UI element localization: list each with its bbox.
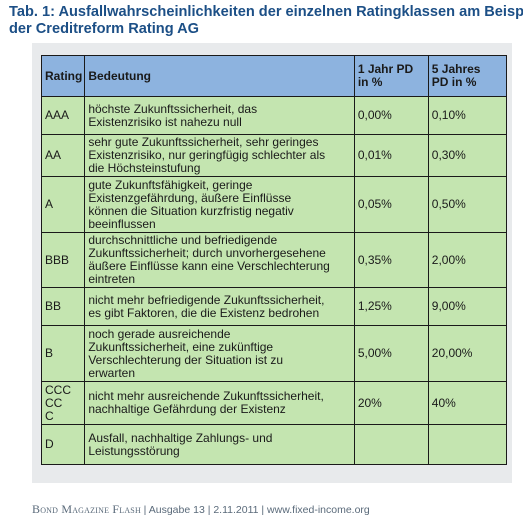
bedeutung-line: nicht mehr ausreichende Zukunftssicherhe… [88, 389, 324, 403]
pd5-cell: 0,10% [427, 96, 508, 135]
bedeutung-line: es gibt Faktoren, die die Existenz bedro… [88, 305, 320, 320]
bedeutung-line: beeinflussen [88, 216, 156, 231]
bedeutung-line: die Höchsteinstufung [88, 161, 201, 175]
bedeutung-line: höchste Zukunftssicherheit, das [88, 101, 258, 116]
pd1-cell: 20% [353, 381, 429, 425]
table-row: AAA höchste Zukunftssicherheit, das Exis… [40, 96, 508, 135]
bedeutung-line: erwarten [88, 365, 136, 380]
bedeutung-line: Ausfall, nachhaltige Zahlungs- und [88, 430, 273, 445]
bedeutung-cell: höchste Zukunftssicherheit, das Existenz… [84, 96, 355, 135]
title-line-1: Tab. 1: Ausfallwahrscheinlichkeiten der … [9, 4, 523, 20]
table-row: BB nicht mehr befriedigende Zukunftssich… [40, 287, 508, 326]
bedeutung-line: sehr gute Zukunftssicherheit, sehr gerin… [88, 135, 319, 149]
pd5-cell: 0,50% [427, 176, 508, 233]
header-1-jahr-pd-line-2: in % [357, 75, 383, 89]
bedeutung-line: Zukunftssicherheit, eine zukünftige [88, 339, 274, 354]
bedeutung-cell: nicht mehr ausreichende Zukunftssicherhe… [84, 381, 355, 425]
bedeutung-line: durchschnittliche und befriedigende [88, 233, 278, 247]
bedeutung-cell: noch gerade ausreichende Zukunftssicherh… [84, 325, 355, 382]
header-5-jahres-pd-line-1: 5 Jahres [431, 62, 481, 76]
bedeutung-line: eintreten [88, 272, 136, 286]
rating-line: CC [45, 395, 63, 410]
table-row: BBB durchschnittliche und befriedigende … [40, 232, 508, 288]
pd1-cell: 0,35% [353, 232, 429, 288]
header-5-jahres-pd-line-2: PD in % [431, 75, 477, 89]
header-5-jahres-pd: 5 Jahres PD in % [427, 55, 508, 97]
bedeutung-line: Existenzrisiko, nur geringfügig schlecht… [88, 148, 326, 162]
header-1-jahr-pd: 1 Jahr PD in % [353, 55, 429, 97]
pd5-cell: 0,30% [427, 134, 508, 177]
rating-cell: BB [40, 287, 86, 326]
rating-cell: B [40, 325, 86, 382]
page-title: Tab. 1: Ausfallwahrscheinlichkeiten der … [9, 4, 523, 38]
pd1-cell: 0,01% [353, 134, 429, 177]
table-row: B noch gerade ausreichende Zukunftssiche… [40, 325, 508, 382]
rating-cell: BBB [40, 232, 86, 288]
bedeutung-line: nachhaltige Gefährdung der Existenz [88, 402, 286, 416]
rating-cell: CCC CC C [40, 381, 86, 425]
bedeutung-line: nicht mehr befriedigende Zukunftssicherh… [88, 292, 325, 307]
header-1-jahr-pd-line-1: 1 Jahr PD [357, 62, 414, 76]
table-row: CCC CC C nicht mehr ausreichende Zukunft… [40, 381, 508, 425]
table-row: D Ausfall, nachhaltige Zahlungs- und Lei… [40, 424, 508, 465]
pd5-cell [427, 424, 508, 465]
table-header-row: Rating Bedeutung 1 Jahr PD in % 5 Jahres… [40, 55, 508, 97]
rating-cell: AAA [40, 96, 86, 135]
bedeutung-line: noch gerade ausreichende [88, 326, 231, 341]
rating-line: CCC [45, 382, 71, 397]
pd5-cell: 40% [427, 381, 508, 425]
bedeutung-cell: durchschnittliche und befriedigende Zuku… [84, 232, 355, 288]
pd1-cell: 1,25% [353, 287, 429, 326]
bedeutung-line: Existenzgefährdung, äußere Einflüsse [88, 190, 292, 205]
rating-cell: D [40, 424, 86, 465]
pd1-cell: 0,00% [353, 96, 429, 135]
bedeutung-line: Leistungsstörung [88, 443, 180, 458]
rating-table: Rating Bedeutung 1 Jahr PD in % 5 Jahres… [40, 55, 508, 465]
header-bedeutung: Bedeutung [84, 55, 355, 97]
table-row: AA sehr gute Zukunftssicherheit, sehr ge… [40, 134, 508, 177]
bedeutung-line: äußere Einflüsse kann eine Verschlechter… [88, 259, 330, 273]
pd5-cell: 9,00% [427, 287, 508, 326]
bedeutung-cell: nicht mehr befriedigende Zukunftssicherh… [84, 287, 355, 326]
pd5-cell: 20,00% [427, 325, 508, 382]
bedeutung-cell: gute Zukunftsfähigkeit, geringe Existenz… [84, 176, 355, 233]
rating-cell: A [40, 176, 86, 233]
page-footer: Bond Magazine Flash | Ausgabe 13 | 2.11.… [32, 502, 522, 517]
bedeutung-line: Verschlechterung der Situation ist zu [88, 352, 284, 367]
bedeutung-line: Existenzrisiko ist nahezu null [88, 114, 242, 129]
bedeutung-line: können die Situation kurzfristig negativ [88, 203, 294, 218]
table-row: A gute Zukunftsfähigkeit, geringe Existe… [40, 176, 508, 233]
pd1-cell [353, 424, 429, 465]
bedeutung-cell: Ausfall, nachhaltige Zahlungs- und Leist… [84, 424, 355, 465]
rating-line: C [45, 408, 54, 423]
header-rating: Rating [40, 55, 86, 97]
bedeutung-line: Zukunftssicherheit; durch unvorhergesehe… [88, 246, 326, 260]
title-line-2: der Creditreform Rating AG [9, 21, 200, 37]
pd1-cell: 5,00% [353, 325, 429, 382]
rating-cell: AA [40, 134, 86, 177]
bedeutung-cell: sehr gute Zukunftssicherheit, sehr gerin… [84, 134, 355, 177]
footer-brand: Bond Magazine Flash [32, 502, 141, 516]
footer-issue-info: | Ausgabe 13 | 2.11.2011 | www.fixed-inc… [143, 504, 370, 516]
pd5-cell: 2,00% [427, 232, 508, 288]
pd1-cell: 0,05% [353, 176, 429, 233]
bedeutung-line: gute Zukunftsfähigkeit, geringe [88, 177, 253, 192]
